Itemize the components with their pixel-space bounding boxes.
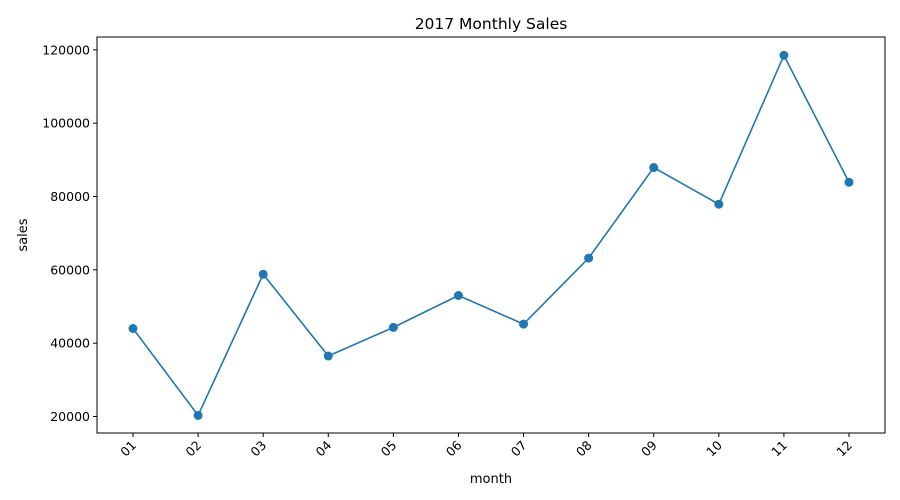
y-axis: 20000 40000 60000 80000 100000 120000 <box>42 42 97 424</box>
data-point-marker <box>844 177 854 187</box>
x-tick-label: 12 <box>833 438 855 460</box>
x-tick-label: 02 <box>182 438 204 460</box>
x-axis: 01 02 03 04 05 06 07 08 09 10 11 12 <box>117 433 855 459</box>
data-series <box>128 50 854 420</box>
x-tick-label: 07 <box>508 438 530 460</box>
x-tick-label: 09 <box>638 437 660 459</box>
x-tick-label: 04 <box>313 437 335 459</box>
data-point-marker <box>779 50 789 60</box>
y-axis-label: sales <box>16 218 31 251</box>
x-axis-label: month <box>470 472 512 487</box>
y-tick-label: 80000 <box>50 189 90 204</box>
x-tick-label: 01 <box>117 438 139 460</box>
y-tick-label: 60000 <box>50 262 90 277</box>
y-tick-label: 40000 <box>50 336 90 351</box>
data-point-marker <box>128 324 138 333</box>
y-tick-label: 120000 <box>42 42 90 57</box>
data-point-marker <box>388 322 398 332</box>
data-point-marker <box>649 163 659 173</box>
y-tick-label: 100000 <box>42 116 90 131</box>
series-line <box>132 54 850 417</box>
x-tick-label: 05 <box>378 438 400 460</box>
plot-area-frame <box>96 36 886 434</box>
data-point-marker <box>453 291 463 300</box>
chart-title: 2017 Monthly Sales <box>415 15 568 33</box>
data-point-marker <box>584 253 594 263</box>
data-point-marker <box>193 410 203 420</box>
data-point-marker <box>519 319 529 329</box>
x-tick-label: 03 <box>247 438 269 460</box>
data-point-marker <box>323 351 333 361</box>
x-tick-label: 06 <box>443 437 465 459</box>
y-tick-label: 20000 <box>50 409 90 424</box>
x-tick-label: 08 <box>573 437 595 459</box>
x-tick-label: 10 <box>703 437 725 459</box>
x-tick-label: 11 <box>768 438 790 460</box>
data-point-marker <box>258 269 268 279</box>
data-point-marker <box>714 199 724 209</box>
